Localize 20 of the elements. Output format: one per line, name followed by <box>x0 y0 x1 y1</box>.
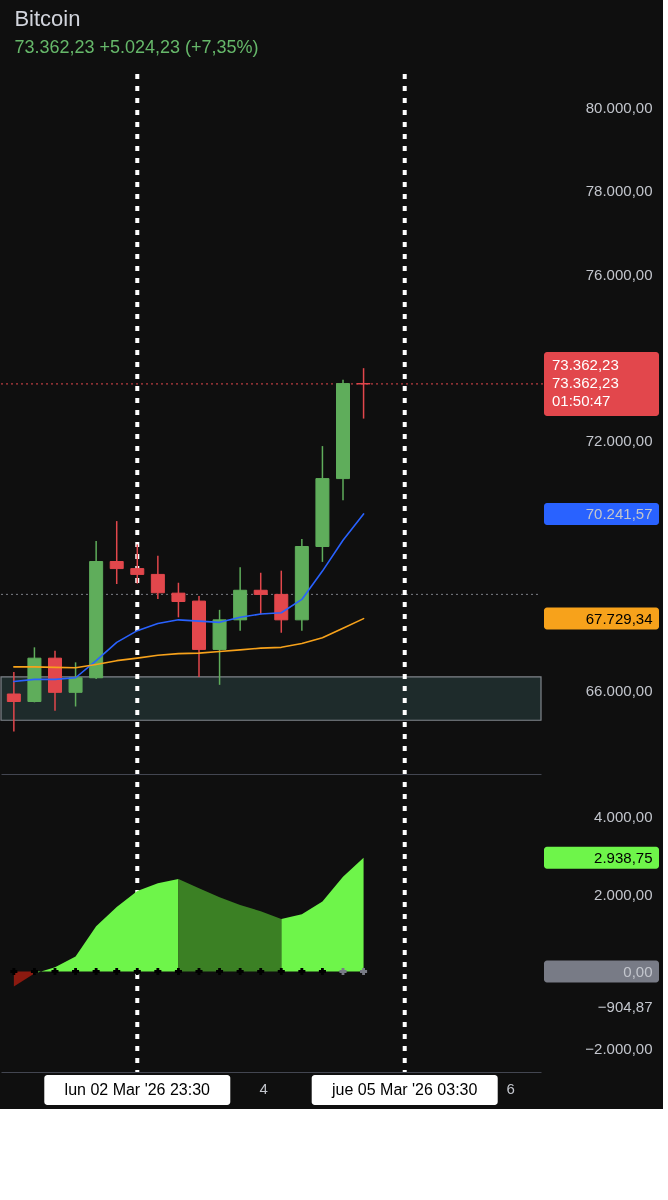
x-tick-label: 4 <box>259 1079 268 1097</box>
ref-line-label: lun 02 Mar '26 23:30 <box>64 1081 211 1098</box>
y-tick-label: 66.000,00 <box>585 682 653 700</box>
y-tick-label: 78.000,00 <box>585 182 653 200</box>
ref-line-label: jue 05 Mar '26 03:30 <box>331 1081 478 1098</box>
y-tick-label: 2.938,75 <box>594 849 653 867</box>
x-tick-label: 6 <box>506 1079 515 1097</box>
y-tick-label: 67.729,34 <box>585 610 653 628</box>
y-tick-label: 70.241,57 <box>585 505 653 523</box>
y-tick-label: 2.000,00 <box>594 885 653 903</box>
chart-subtitle: 73.362,23 +5.024,23 (+7,35%) <box>14 37 259 57</box>
y-tick-label: 4.000,00 <box>594 808 653 826</box>
y-tick-label: 0,00 <box>623 962 653 980</box>
ref-line-label: 73.362,23 73.362,23 01:50:47 <box>552 356 619 410</box>
y-tick-label: 76.000,00 <box>585 265 653 283</box>
y-tick-label: 72.000,00 <box>585 432 653 450</box>
y-tick-label: −904,87 <box>597 997 653 1015</box>
chart-title: Bitcoin <box>14 6 81 31</box>
y-tick-label: −2.000,00 <box>585 1040 653 1058</box>
y-tick-label: 80.000,00 <box>585 98 653 116</box>
